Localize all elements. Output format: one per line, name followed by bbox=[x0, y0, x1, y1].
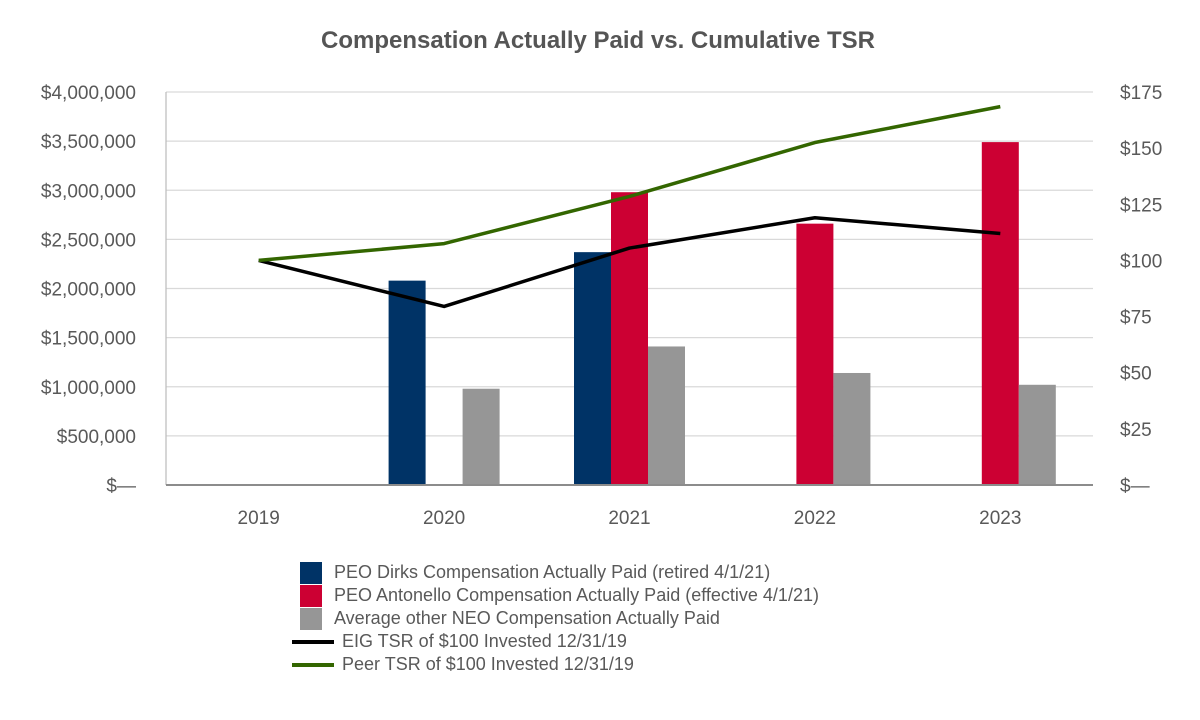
bar bbox=[981, 142, 1019, 486]
y-right-tick-label: $125 bbox=[1120, 195, 1162, 216]
series-line bbox=[258, 216, 1001, 309]
legend-item: PEO Antonello Compensation Actually Paid… bbox=[292, 584, 819, 607]
bar-marks bbox=[388, 142, 1056, 486]
y-right-tick-label: $— bbox=[1120, 476, 1150, 497]
x-tick-label: 2019 bbox=[238, 508, 280, 529]
y-left-tick-label: $1,500,000 bbox=[41, 329, 136, 350]
y-left-tick-label: $2,000,000 bbox=[41, 280, 136, 301]
legend-swatch bbox=[300, 561, 322, 584]
bar bbox=[388, 280, 426, 485]
y-left-tick-label: $4,000,000 bbox=[41, 83, 136, 104]
y-left-tick-label: $3,000,000 bbox=[41, 181, 136, 202]
y-right-tick-label: $50 bbox=[1120, 364, 1152, 385]
bar bbox=[574, 252, 611, 485]
legend-item: Average other NEO Compensation Actually … bbox=[292, 607, 819, 630]
bar bbox=[611, 192, 648, 485]
y-right-tick-label: $100 bbox=[1120, 251, 1162, 272]
legend-swatch bbox=[300, 607, 322, 630]
bar bbox=[1018, 384, 1056, 485]
legend-swatch bbox=[300, 584, 322, 607]
legend: PEO Dirks Compensation Actually Paid (re… bbox=[292, 561, 819, 676]
x-tick-label: 2020 bbox=[423, 508, 465, 529]
x-tick-label: 2022 bbox=[794, 508, 836, 529]
series-line bbox=[258, 104, 1001, 263]
y-right-tick-label: $75 bbox=[1120, 308, 1152, 329]
legend-label: Average other NEO Compensation Actually … bbox=[334, 608, 720, 628]
y-left-tick-label: $1,000,000 bbox=[41, 378, 136, 399]
legend-line-swatch bbox=[292, 662, 334, 667]
legend-item: EIG TSR of $100 Invested 12/31/19 bbox=[292, 630, 819, 653]
bar bbox=[796, 223, 834, 485]
y-right-tick-label: $175 bbox=[1120, 83, 1162, 104]
legend-item: PEO Dirks Compensation Actually Paid (re… bbox=[292, 561, 819, 584]
y-left-tick-label: $500,000 bbox=[57, 427, 136, 448]
y-left-tick-label: $2,500,000 bbox=[41, 230, 136, 251]
bar bbox=[648, 346, 685, 485]
legend-label: PEO Dirks Compensation Actually Paid (re… bbox=[334, 562, 771, 582]
legend-label: Peer TSR of $100 Invested 12/31/19 bbox=[342, 654, 634, 674]
legend-line-swatch bbox=[292, 639, 334, 644]
y-left-tick-label: $— bbox=[106, 476, 136, 497]
line-marks bbox=[258, 104, 1001, 309]
x-tick-label: 2021 bbox=[608, 508, 650, 529]
chart-title: Compensation Actually Paid vs. Cumulativ… bbox=[321, 27, 875, 54]
bar bbox=[462, 388, 500, 485]
y-right-tick-label: $150 bbox=[1120, 139, 1162, 160]
axes: $— $500,000 $1,000,000 $1,500,000 $2,000,000… bbox=[41, 83, 1162, 529]
legend-item: Peer TSR of $100 Invested 12/31/19 bbox=[292, 653, 819, 676]
legend-label: EIG TSR of $100 Invested 12/31/19 bbox=[342, 631, 627, 651]
y-left-tick-label: $3,500,000 bbox=[41, 132, 136, 153]
y-right-tick-label: $25 bbox=[1120, 420, 1152, 441]
legend-label: PEO Antonello Compensation Actually Paid… bbox=[334, 585, 819, 605]
bar bbox=[833, 372, 871, 485]
x-tick-label: 2023 bbox=[979, 508, 1021, 529]
